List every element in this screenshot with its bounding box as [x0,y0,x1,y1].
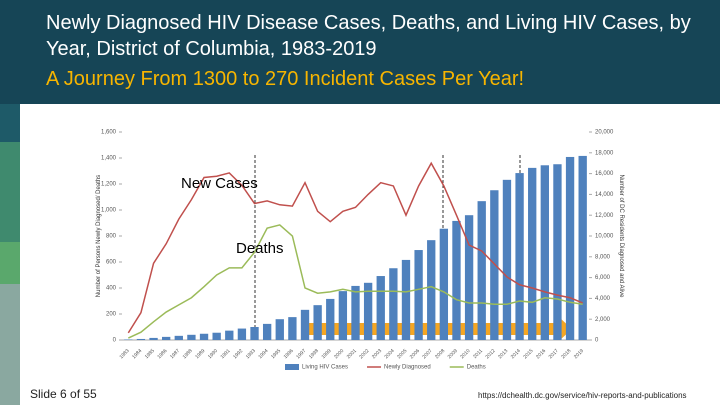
annotation: Deaths [236,240,284,257]
y2-tick-label: 0 [595,338,599,344]
y-axis-label: Number of Persons Newly Diagnosed/ Death… [96,175,102,297]
bar [288,317,297,340]
bar [452,220,461,340]
chart-area [95,118,625,380]
bar [351,285,360,340]
y-tick-label: 200 [106,312,117,318]
y2-tick-label: 10,000 [595,234,614,240]
bar [338,291,348,340]
bar [212,332,221,340]
y-tick-label: 1,000 [101,208,117,214]
bar [578,155,587,340]
bar [515,173,524,340]
bar [528,167,537,340]
bar [313,305,322,340]
slide-title: Newly Diagnosed HIV Disease Cases, Death… [46,12,691,60]
y2-axis-label: Number of DC Residents Diagnosed and Ali… [618,174,624,298]
bar [225,330,234,340]
y-tick-label: 1,200 [101,182,117,188]
y-tick-label: 1,400 [101,156,117,162]
bar [250,327,259,340]
line [127,224,583,339]
legend-label: Living HIV Cases [302,365,348,371]
bar [275,319,284,340]
bar [477,201,486,340]
y2-tick-label: 14,000 [595,192,614,198]
bar [237,328,247,340]
bar [414,250,423,340]
y2-tick-label: 20,000 [595,130,614,136]
line [127,161,583,334]
bar [389,268,398,340]
y2-tick-label: 4,000 [595,296,611,302]
y-tick-label: 600 [106,260,117,266]
side-strip [0,104,20,405]
bar [136,338,146,340]
annotation: New Cases [181,175,258,192]
bar [401,259,411,340]
bar [439,228,449,340]
bar [162,336,171,340]
legend-label: Deaths [467,365,486,371]
y-tick-label: 400 [106,286,117,292]
y2-tick-label: 12,000 [595,213,614,219]
y2-tick-label: 2,000 [595,317,611,323]
slide-subtitle: A Journey From 1300 to 270 Incident Case… [46,68,525,90]
source-url: https://dchealth.dc.gov/service/hiv-repo… [478,391,687,400]
y2-tick-label: 18,000 [595,150,614,156]
y2-tick-label: 6,000 [595,275,611,281]
y-tick-label: 800 [106,234,117,240]
bar [174,335,183,340]
bar [427,240,436,340]
bar [540,165,549,340]
bar [300,309,310,340]
bar [502,179,512,340]
legend-label: Newly Diagnosed [384,365,431,371]
bar [262,323,272,340]
bar [565,156,575,340]
y2-tick-label: 16,000 [595,171,614,177]
header-band [0,0,720,104]
bar [326,298,335,340]
y-tick-label: 0 [113,338,117,344]
slide-number: Slide 6 of 55 [30,387,97,401]
y2-tick-label: 8,000 [595,254,611,260]
bar [376,276,385,340]
bar [464,215,474,340]
bar [149,337,158,340]
bar [124,339,133,340]
bar [363,282,373,340]
bar [187,334,196,340]
bar [199,333,209,340]
bar [490,190,499,340]
bar [553,164,562,340]
legend-swatch [285,364,299,370]
y-tick-label: 1,600 [101,130,117,136]
